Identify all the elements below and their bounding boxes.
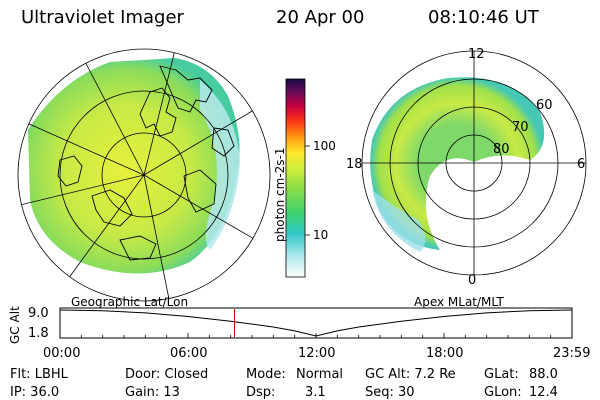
date-label: 20 Apr 00 xyxy=(276,7,365,28)
altitude-xtick-2359: 23:59 xyxy=(553,346,591,361)
mlt-label-0: 0 xyxy=(468,273,477,288)
altitude-ytick-bottom: 1.8 xyxy=(28,326,49,341)
glon-value: 12.4 xyxy=(529,385,558,400)
gc-alt-info: GC Alt: 7.2 Re xyxy=(365,367,456,382)
auroral-sparse-edge xyxy=(372,190,426,252)
glat-label: GLat: xyxy=(484,367,519,382)
altitude-y-label: GC Alt xyxy=(8,306,22,344)
gain-info: Gain: 13 xyxy=(125,385,180,400)
altitude-ytick-top: 9.0 xyxy=(28,306,49,321)
colorbar-tick-10: 10 xyxy=(313,228,329,242)
filter-info: Flt: LBHL xyxy=(10,367,68,382)
glon-label: GLon: xyxy=(484,385,522,400)
glat-value: 88.0 xyxy=(529,367,558,382)
mlat-label-60: 60 xyxy=(536,98,553,113)
dsp-label: Dsp: xyxy=(246,385,276,400)
gc-altitude-line xyxy=(59,309,572,337)
instrument-title: Ultraviolet Imager xyxy=(21,7,184,28)
mlt-label-6: 6 xyxy=(577,157,586,172)
door-info: Door: Closed xyxy=(125,367,209,382)
altitude-xtick-1200: 12:00 xyxy=(298,346,336,361)
mlt-label-12: 12 xyxy=(468,47,485,62)
auroral-oval xyxy=(370,77,545,250)
colorbar-unit-label: photon cm-2s-1 xyxy=(273,147,287,243)
apex-map xyxy=(370,77,545,252)
seq-info: Seq: 30 xyxy=(365,385,415,400)
dsp-value: 3.1 xyxy=(305,385,326,400)
left-panel-label: Geographic Lat/Lon xyxy=(71,295,189,309)
colorbar-tick-100: 100 xyxy=(313,139,336,153)
geographic-map xyxy=(18,58,240,274)
mode-label: Mode: xyxy=(246,367,286,382)
altitude-plot-x-ticks xyxy=(59,333,573,338)
altitude-xtick-1800: 18:00 xyxy=(426,346,464,361)
altitude-plot xyxy=(59,307,573,339)
colorbar-gradient xyxy=(285,78,306,278)
ip-info: IP: 36.0 xyxy=(10,385,60,400)
mlt-label-18: 18 xyxy=(346,157,363,172)
right-panel-label: Apex MLat/MLT xyxy=(414,295,504,309)
colorbar xyxy=(285,78,310,278)
time-label: 08:10:46 UT xyxy=(428,7,539,28)
geographic-grid xyxy=(17,48,271,302)
altitude-xtick-0000: 00:00 xyxy=(43,346,81,361)
mode-value: Normal xyxy=(296,367,344,382)
mlat-label-70: 70 xyxy=(512,120,529,135)
aurora-emission-left xyxy=(28,58,240,274)
altitude-xtick-0600: 06:00 xyxy=(170,346,208,361)
apex-grid xyxy=(361,50,587,276)
mlat-label-80: 80 xyxy=(493,142,510,157)
